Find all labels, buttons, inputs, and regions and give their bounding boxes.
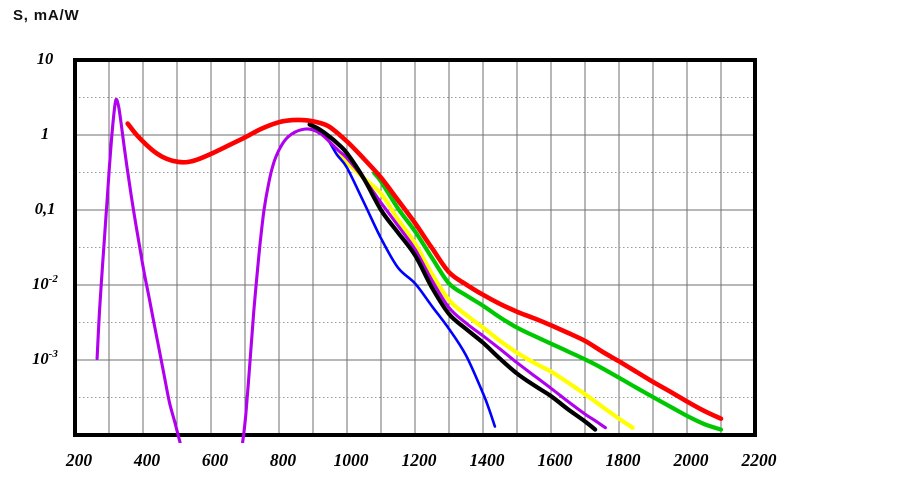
x-axis-tick-label: 1000	[334, 450, 369, 470]
yellow-curve	[338, 153, 635, 430]
plot-border	[73, 58, 757, 437]
y-axis-tick-label: 10	[37, 49, 54, 68]
chart-title: S, mA/W	[13, 7, 80, 24]
black-curve	[307, 122, 598, 432]
x-axis-tick-label: 1600	[538, 450, 573, 470]
blue-curve	[318, 129, 497, 428]
violet-curve	[95, 97, 607, 443]
y-axis-tick-label: 0,1	[35, 199, 56, 218]
x-axis-tick-label: 2200	[741, 450, 777, 470]
x-axis-tick-label: 1800	[606, 450, 641, 470]
green-curve	[372, 171, 724, 432]
x-axis-tick-label: 400	[133, 450, 161, 470]
x-axis-tick-label: 600	[202, 450, 229, 470]
y-axis-tick-label: 10-3	[32, 348, 58, 368]
x-axis-tick-label: 2000	[673, 450, 709, 470]
x-axis-tick-label: 800	[270, 450, 297, 470]
x-axis-tick-label: 1200	[402, 450, 437, 470]
x-axis-tick-label: 1400	[470, 450, 505, 470]
y-axis-tick-label: 10-2	[32, 273, 58, 293]
x-axis-tick-label: 200	[65, 450, 93, 470]
red-curve	[125, 117, 724, 421]
curves	[95, 97, 724, 443]
y-axis-tick-label: 1	[41, 124, 49, 143]
